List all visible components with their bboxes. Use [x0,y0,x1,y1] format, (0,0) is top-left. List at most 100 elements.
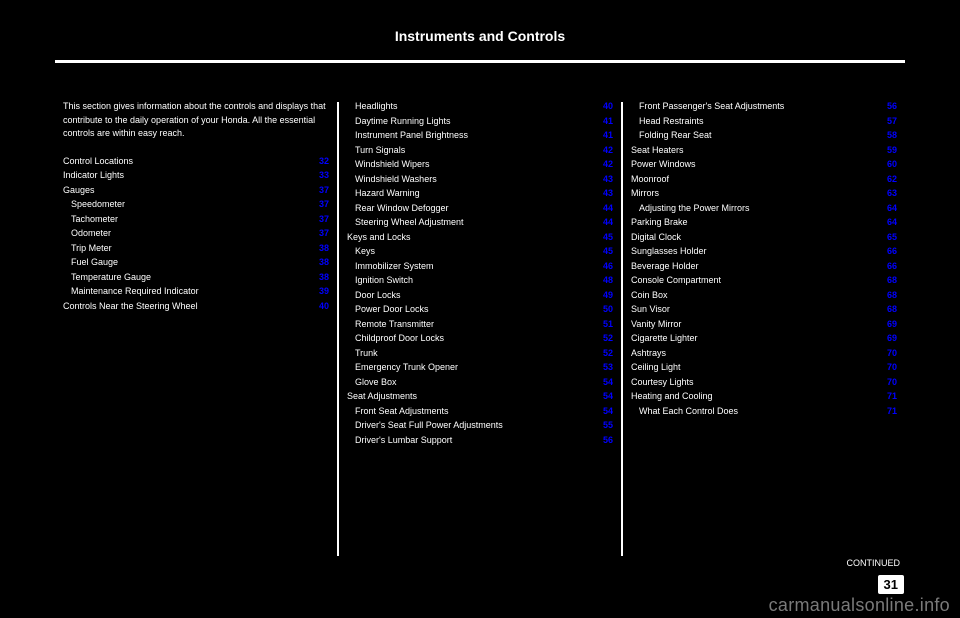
toc-entry[interactable]: Front Seat Adjustments54 [355,405,613,419]
toc-entry[interactable]: What Each Control Does71 [639,405,897,419]
toc-entry-page[interactable]: 43 [597,173,613,187]
toc-entry[interactable]: Moonroof62 [631,173,897,187]
toc-entry-page[interactable]: 40 [597,100,613,114]
toc-entry-page[interactable]: 69 [881,318,897,332]
toc-entry[interactable]: Steering Wheel Adjustment44 [355,216,613,230]
toc-entry[interactable]: Hazard Warning43 [355,187,613,201]
toc-entry-page[interactable]: 32 [313,155,329,169]
toc-entry[interactable]: Trip Meter38 [71,242,329,256]
toc-entry[interactable]: Rear Window Defogger44 [355,202,613,216]
toc-entry[interactable]: Keys45 [355,245,613,259]
toc-entry[interactable]: Beverage Holder66 [631,260,897,274]
toc-entry[interactable]: Turn Signals42 [355,144,613,158]
toc-entry-page[interactable]: 50 [597,303,613,317]
toc-entry[interactable]: Temperature Gauge38 [71,271,329,285]
toc-entry-page[interactable]: 53 [597,361,613,375]
toc-entry-page[interactable]: 68 [881,303,897,317]
toc-entry[interactable]: Speedometer37 [71,198,329,212]
toc-entry[interactable]: Ignition Switch48 [355,274,613,288]
toc-entry-page[interactable]: 40 [313,300,329,314]
toc-entry-page[interactable]: 52 [597,332,613,346]
toc-entry[interactable]: Trunk52 [355,347,613,361]
toc-entry-page[interactable]: 41 [597,115,613,129]
toc-entry[interactable]: Emergency Trunk Opener53 [355,361,613,375]
toc-entry-page[interactable]: 66 [881,245,897,259]
toc-entry[interactable]: Remote Transmitter51 [355,318,613,332]
toc-entry[interactable]: Door Locks49 [355,289,613,303]
toc-entry[interactable]: Front Passenger's Seat Adjustments56 [639,100,897,114]
toc-entry-page[interactable]: 39 [313,285,329,299]
toc-entry[interactable]: Childproof Door Locks52 [355,332,613,346]
toc-entry[interactable]: Windshield Wipers42 [355,158,613,172]
toc-entry[interactable]: Fuel Gauge38 [71,256,329,270]
toc-entry-page[interactable]: 57 [881,115,897,129]
toc-entry[interactable]: Glove Box54 [355,376,613,390]
toc-entry[interactable]: Controls Near the Steering Wheel40 [63,300,329,314]
toc-entry-page[interactable]: 70 [881,361,897,375]
toc-entry[interactable]: Instrument Panel Brightness41 [355,129,613,143]
toc-entry-page[interactable]: 38 [313,256,329,270]
toc-entry-page[interactable]: 44 [597,216,613,230]
toc-entry[interactable]: Vanity Mirror69 [631,318,897,332]
toc-entry[interactable]: Folding Rear Seat58 [639,129,897,143]
toc-entry-page[interactable]: 65 [881,231,897,245]
toc-entry-page[interactable]: 33 [313,169,329,183]
toc-entry-page[interactable]: 71 [881,405,897,419]
toc-entry-page[interactable]: 37 [313,198,329,212]
toc-entry-page[interactable]: 46 [597,260,613,274]
toc-entry-page[interactable]: 71 [881,390,897,404]
toc-entry[interactable]: Coin Box68 [631,289,897,303]
toc-entry-page[interactable]: 56 [597,434,613,448]
toc-entry-page[interactable]: 45 [597,231,613,245]
toc-entry-page[interactable]: 51 [597,318,613,332]
toc-entry-page[interactable]: 54 [597,405,613,419]
toc-entry-page[interactable]: 64 [881,216,897,230]
toc-entry-page[interactable]: 45 [597,245,613,259]
toc-entry-page[interactable]: 62 [881,173,897,187]
toc-entry-page[interactable]: 55 [597,419,613,433]
toc-entry[interactable]: Cigarette Lighter69 [631,332,897,346]
toc-entry-page[interactable]: 54 [597,376,613,390]
toc-entry[interactable]: Maintenance Required Indicator39 [71,285,329,299]
toc-entry-page[interactable]: 41 [597,129,613,143]
toc-entry[interactable]: Indicator Lights33 [63,169,329,183]
toc-entry[interactable]: Windshield Washers43 [355,173,613,187]
toc-entry[interactable]: Driver's Seat Full Power Adjustments55 [355,419,613,433]
toc-entry[interactable]: Odometer37 [71,227,329,241]
toc-entry[interactable]: Head Restraints57 [639,115,897,129]
toc-entry-page[interactable]: 38 [313,242,329,256]
toc-entry-page[interactable]: 70 [881,347,897,361]
toc-entry[interactable]: Tachometer37 [71,213,329,227]
toc-entry[interactable]: Headlights40 [355,100,613,114]
toc-entry-page[interactable]: 68 [881,289,897,303]
toc-entry[interactable]: Power Windows60 [631,158,897,172]
toc-entry[interactable]: Adjusting the Power Mirrors64 [639,202,897,216]
toc-entry[interactable]: Immobilizer System46 [355,260,613,274]
toc-entry-page[interactable]: 37 [313,184,329,198]
toc-entry-page[interactable]: 63 [881,187,897,201]
toc-entry[interactable]: Ceiling Light70 [631,361,897,375]
toc-entry-page[interactable]: 37 [313,213,329,227]
toc-entry[interactable]: Seat Heaters59 [631,144,897,158]
toc-entry-page[interactable]: 54 [597,390,613,404]
toc-entry[interactable]: Seat Adjustments54 [347,390,613,404]
toc-entry[interactable]: Heating and Cooling71 [631,390,897,404]
toc-entry-page[interactable]: 66 [881,260,897,274]
toc-entry[interactable]: Digital Clock65 [631,231,897,245]
toc-entry-page[interactable]: 58 [881,129,897,143]
toc-entry-page[interactable]: 64 [881,202,897,216]
toc-entry-page[interactable]: 49 [597,289,613,303]
toc-entry-page[interactable]: 69 [881,332,897,346]
toc-entry[interactable]: Control Locations32 [63,155,329,169]
toc-entry-page[interactable]: 48 [597,274,613,288]
toc-entry[interactable]: Gauges37 [63,184,329,198]
toc-entry-page[interactable]: 52 [597,347,613,361]
toc-entry-page[interactable]: 42 [597,158,613,172]
toc-entry-page[interactable]: 37 [313,227,329,241]
toc-entry[interactable]: Console Compartment68 [631,274,897,288]
toc-entry-page[interactable]: 59 [881,144,897,158]
toc-entry-page[interactable]: 60 [881,158,897,172]
toc-entry[interactable]: Sun Visor68 [631,303,897,317]
toc-entry-page[interactable]: 68 [881,274,897,288]
toc-entry[interactable]: Driver's Lumbar Support56 [355,434,613,448]
